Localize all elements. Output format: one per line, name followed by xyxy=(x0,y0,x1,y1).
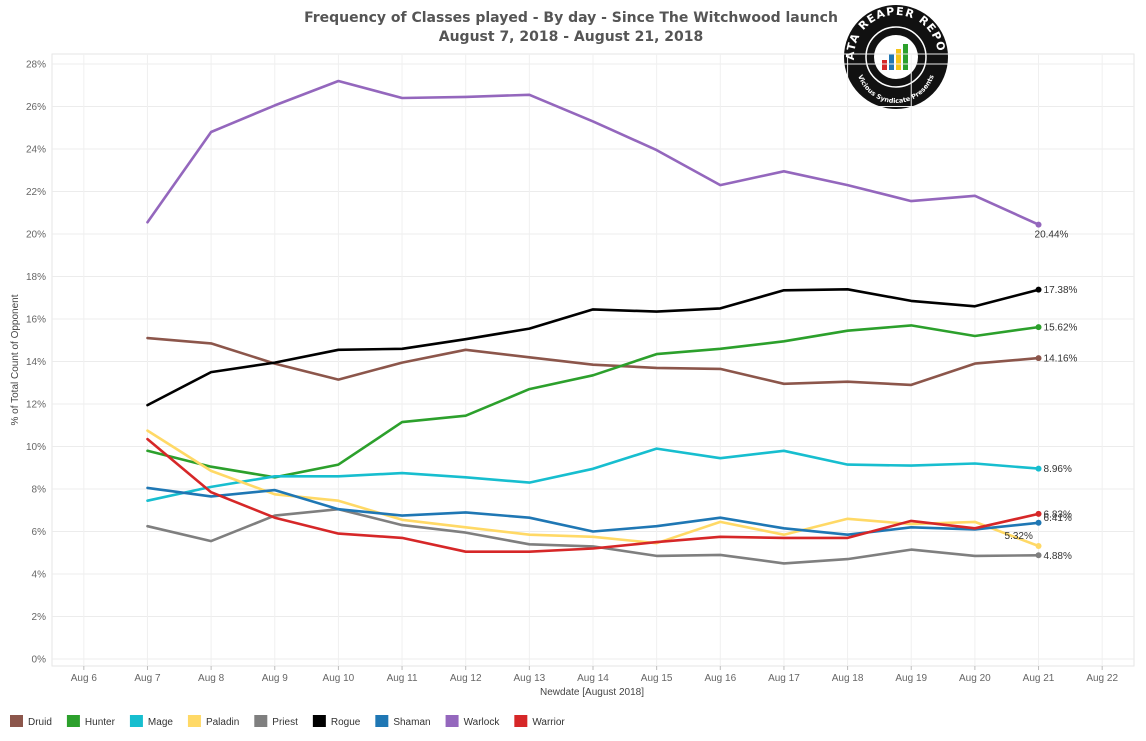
end-label-mage: 8.96% xyxy=(1044,464,1072,475)
x-tick-label: Aug 17 xyxy=(768,673,800,684)
end-point-warrior xyxy=(1035,510,1042,517)
y-tick-label: 24% xyxy=(26,145,46,156)
end-label-priest: 4.88% xyxy=(1044,551,1072,562)
series-line-druid xyxy=(146,336,1040,387)
series-line-priest xyxy=(146,507,1040,565)
legend-swatch-druid xyxy=(10,715,23,727)
legend-label-paladin: Paladin xyxy=(206,717,239,728)
end-point-rogue xyxy=(1035,286,1042,293)
legend-label-warrior: Warrior xyxy=(532,717,565,728)
y-tick-label: 6% xyxy=(32,527,47,538)
series-line-shaman xyxy=(146,486,1040,537)
logo-inner-ring xyxy=(865,26,927,88)
legend-label-shaman: Shaman xyxy=(393,717,430,728)
y-tick-label: 26% xyxy=(26,102,46,113)
legend-label-mage: Mage xyxy=(148,717,173,728)
end-label-paladin: 5.32% xyxy=(1005,531,1033,542)
end-point-priest xyxy=(1035,552,1042,559)
x-tick-label: Aug 11 xyxy=(387,673,418,684)
grid-lines xyxy=(52,54,1134,666)
legend-label-rogue: Rogue xyxy=(331,717,361,728)
y-tick-label: 22% xyxy=(26,187,46,198)
end-label-shaman: 6.41% xyxy=(1044,513,1072,524)
series-line-rogue xyxy=(146,287,1040,407)
x-tick-label: Aug 13 xyxy=(514,673,546,684)
chart-title: Frequency of Classes played - By day - S… xyxy=(304,10,838,26)
legend-label-hunter: Hunter xyxy=(85,717,116,728)
end-labels: 14.16% 15.62% 8.96% 5.32% 4.88% 17.38% 6.41% 20… xyxy=(1005,230,1078,562)
end-label-warrior: 6.83% xyxy=(1044,509,1072,520)
legend-swatch-shaman xyxy=(375,715,389,727)
series-line-hunter xyxy=(146,324,1040,479)
y-tick-label: 8% xyxy=(32,485,47,496)
x-tick-label: Aug 6 xyxy=(71,673,98,684)
end-label-hunter: 15.62% xyxy=(1044,323,1078,334)
legend-swatch-warrior xyxy=(514,715,528,727)
x-tick-label: Aug 18 xyxy=(832,673,864,684)
x-tick-label: Aug 19 xyxy=(895,673,927,684)
y-tick-label: 12% xyxy=(26,400,46,411)
y-tick-label: 20% xyxy=(26,230,46,241)
x-axis: Aug 6 Aug 7 Aug 8 Aug 9 Aug 10 Aug 11 Aug 12 Au… xyxy=(71,666,1118,684)
end-label-warlock: 20.44% xyxy=(1035,230,1069,241)
legend-swatch-priest xyxy=(254,715,268,727)
y-tick-label: 16% xyxy=(26,315,46,326)
y-tick-label: 14% xyxy=(26,357,46,368)
legend: Druid Hunter Mage Paladin Priest Rogue Shaman W… xyxy=(10,715,565,728)
series-line-mage xyxy=(146,447,1040,503)
y-axis-title: % of Total Count of Opponent xyxy=(10,294,21,425)
end-point-hunter xyxy=(1035,324,1042,331)
legend-label-druid: Druid xyxy=(28,717,52,728)
y-tick-label: 0% xyxy=(32,655,47,666)
end-label-druid: 14.16% xyxy=(1044,354,1078,365)
series-layer xyxy=(146,79,1042,565)
x-tick-label: Aug 12 xyxy=(450,673,482,684)
x-tick-label: Aug 22 xyxy=(1086,673,1118,684)
series-line-warlock xyxy=(146,79,1040,226)
legend-label-warlock: Warlock xyxy=(464,717,501,728)
x-tick-label: Aug 9 xyxy=(262,673,289,684)
y-tick-label: 2% xyxy=(32,612,47,623)
x-tick-label: Aug 7 xyxy=(134,673,161,684)
y-tick-label: 4% xyxy=(32,570,47,581)
x-tick-label: Aug 16 xyxy=(704,673,736,684)
legend-swatch-rogue xyxy=(312,715,326,727)
end-label-rogue: 17.38% xyxy=(1044,285,1078,296)
legend-swatch-hunter xyxy=(66,715,80,727)
legend-swatch-mage xyxy=(129,715,143,727)
end-point-mage xyxy=(1035,465,1042,472)
legend-swatch-warlock xyxy=(445,715,459,727)
legend-label-priest: Priest xyxy=(272,717,298,728)
chart-subtitle: August 7, 2018 - August 21, 2018 xyxy=(439,29,703,45)
series-line-warrior xyxy=(146,437,1040,554)
end-point-paladin xyxy=(1035,542,1042,549)
x-tick-label: Aug 21 xyxy=(1023,673,1055,684)
y-tick-label: 28% xyxy=(26,60,46,71)
x-axis-title: Newdate [August 2018] xyxy=(540,687,644,698)
legend-swatch-paladin xyxy=(187,715,201,727)
x-tick-label: Aug 10 xyxy=(323,673,355,684)
bar-chart-icon xyxy=(882,44,908,70)
end-point-warlock xyxy=(1035,221,1042,228)
end-point-druid xyxy=(1035,355,1042,362)
end-point-shaman xyxy=(1035,519,1042,526)
x-tick-label: Aug 8 xyxy=(198,673,225,684)
y-axis: 0% 2% 4% 6% 8% 10% 12% 14% 16% 18% 20% 22% 24% 26% 28% xyxy=(26,60,46,666)
x-tick-label: Aug 14 xyxy=(577,673,609,684)
x-tick-label: Aug 20 xyxy=(959,673,991,684)
y-tick-label: 18% xyxy=(26,272,46,283)
x-tick-label: Aug 15 xyxy=(641,673,673,684)
y-tick-label: 10% xyxy=(26,442,46,453)
